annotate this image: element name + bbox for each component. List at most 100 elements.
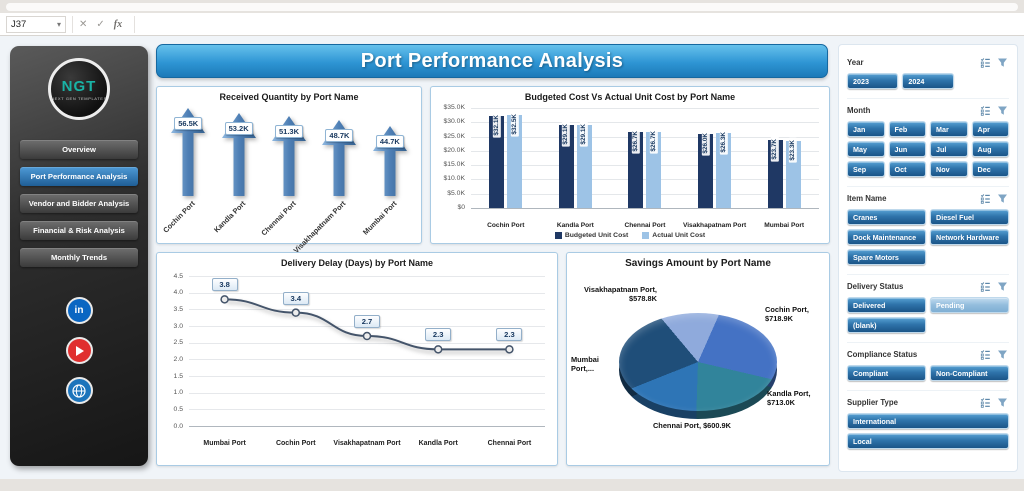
youtube-icon[interactable] xyxy=(65,337,93,364)
sidebar-item-overview[interactable]: Overview xyxy=(20,140,138,159)
bar-data-label: $23.3K xyxy=(789,138,798,164)
slicer-icons xyxy=(980,57,1009,69)
slicer-button-pending[interactable]: Pending xyxy=(930,297,1009,313)
slicer-button-feb[interactable]: Feb xyxy=(888,121,926,137)
slicer-header: Item Name xyxy=(847,192,1009,205)
multiselect-icon[interactable] xyxy=(980,193,992,205)
category-label: Visakhapatnam Port xyxy=(333,440,401,447)
slicer-button-oct[interactable]: Oct xyxy=(888,161,926,177)
line-plot xyxy=(189,276,545,431)
slicer-title: Year xyxy=(847,58,864,67)
slicer-icons xyxy=(980,193,1009,205)
clear-filter-icon[interactable] xyxy=(997,281,1009,293)
slicer-button-may[interactable]: May xyxy=(847,141,885,157)
slicer-button-mar[interactable]: Mar xyxy=(930,121,968,137)
actual-bar: $26.3K xyxy=(716,129,732,208)
slicer-button-delivered[interactable]: Delivered xyxy=(847,297,926,313)
multiselect-icon[interactable] xyxy=(980,105,992,117)
namebox-dropdown-icon[interactable]: ▾ xyxy=(56,19,61,29)
actual-bar: $32.5K xyxy=(507,112,523,208)
delivery-delay-chart: Delivery Delay (Days) by Port Name 4.5 4.… xyxy=(156,252,558,466)
logo-tagline: NEXT GEN TEMPLATES xyxy=(51,95,107,101)
multiselect-icon[interactable] xyxy=(980,57,992,69)
bar-data-label: $32.5K xyxy=(510,112,519,137)
slicer-button-jul[interactable]: Jul xyxy=(930,141,968,157)
gridline xyxy=(189,309,545,311)
data-label: 44.7K xyxy=(375,135,404,148)
slicer-button-spare-motors[interactable]: Spare Motors xyxy=(847,249,926,265)
gridline xyxy=(471,208,819,209)
data-label: 53.2K xyxy=(224,122,253,135)
data-label: 3.4 xyxy=(282,291,309,305)
arrow-area: 48.7K xyxy=(314,104,364,196)
clear-filter-icon[interactable] xyxy=(997,105,1009,117)
clear-filter-icon[interactable] xyxy=(997,193,1009,205)
data-label: 2.7 xyxy=(354,315,380,328)
clear-filter-icon[interactable] xyxy=(997,349,1009,361)
slicer-button-2024[interactable]: 2024 xyxy=(902,73,954,89)
enter-icon[interactable]: ✓ xyxy=(96,18,105,30)
budgeted-bar: $26.0K xyxy=(698,130,714,208)
globe-icon[interactable] xyxy=(65,377,93,404)
category-label: Cochin Port xyxy=(275,440,316,447)
slicer-header: Compliance Status xyxy=(847,348,1009,361)
sidebar-item-vendor-and-bidder-analysis[interactable]: Vendor and Bidder Analysis xyxy=(20,194,138,213)
clear-filter-icon[interactable] xyxy=(997,397,1009,409)
name-box[interactable]: J37 ▾ xyxy=(6,15,66,33)
y-axis-label: 0.5 xyxy=(173,405,183,413)
linkedin-icon[interactable]: in xyxy=(65,297,93,324)
social-links: in xyxy=(65,297,93,404)
logo-text: NGT xyxy=(61,77,97,95)
cancel-icon[interactable]: ✕ xyxy=(79,18,88,30)
sidebar-item-port-performance-analysis[interactable]: Port Performance Analysis xyxy=(20,167,138,186)
slicer-buttons: Jan Feb Mar Apr May Jun Jul Aug Sep Oct Nov Dec xyxy=(847,121,1009,177)
slicer-button-jan[interactable]: Jan xyxy=(847,121,885,137)
pie-slice-label: Chennai Port, $600.9K xyxy=(652,421,732,430)
delay-xlabels: Mumbai Port Cochin Port Visakhapatnam Port… xyxy=(189,440,545,447)
bar-data-label: $32.1K xyxy=(492,113,501,138)
clear-filter-icon[interactable] xyxy=(997,57,1009,69)
bar-data-label: $26.7K xyxy=(632,128,640,154)
slicer-button-cranes[interactable]: Cranes xyxy=(847,209,926,225)
gridline xyxy=(471,122,819,124)
y-axis-label: $35.0K xyxy=(443,104,465,111)
slicer-icons xyxy=(980,281,1009,293)
arrow-marker: 53.2K Kandla Port xyxy=(212,104,263,240)
slicer-title: Supplier Type xyxy=(847,398,898,407)
slicer-button-nov[interactable]: Nov xyxy=(930,161,968,177)
slicer-button-apr[interactable]: Apr xyxy=(971,121,1009,137)
slicer-button-jun[interactable]: Jun xyxy=(888,141,926,157)
gridline xyxy=(471,150,819,152)
multiselect-icon[interactable] xyxy=(980,397,992,409)
slicer-button-network-hardware[interactable]: Network Hardware xyxy=(930,229,1009,245)
multiselect-icon[interactable] xyxy=(980,349,992,361)
slicer-button-dec[interactable]: Dec xyxy=(971,161,1009,177)
slicer-button-non-compliant[interactable]: Non-Compliant xyxy=(930,365,1009,381)
formula-input[interactable] xyxy=(134,15,1018,33)
sidebar-item-financial-risk-analysis[interactable]: Financial & Risk Analysis xyxy=(20,221,138,240)
slicer-button-sep[interactable]: Sep xyxy=(847,161,885,177)
slicer-button-compliant[interactable]: Compliant xyxy=(847,365,926,381)
y-axis-label: 2.0 xyxy=(173,355,183,363)
slicer-button-aug[interactable]: Aug xyxy=(971,141,1009,157)
sidebar: NGT NEXT GEN TEMPLATES Overview Port Perf… xyxy=(10,46,148,466)
gridline xyxy=(471,165,819,167)
slicer-button-2023[interactable]: 2023 xyxy=(847,73,899,89)
slicer-button-local[interactable]: Local xyxy=(847,433,1009,449)
y-axis-label: $5.0K xyxy=(447,189,465,197)
sidebar-item-monthly-trends[interactable]: Monthly Trends xyxy=(20,248,138,267)
budget-vs-actual-chart: Budgeted Cost Vs Actual Unit Cost by Por… xyxy=(430,86,830,244)
budget-body: $35.0K $30.0K $25.0K $20.0K $15.0K $10.0K $5.0… xyxy=(433,104,821,220)
insert-function-icon[interactable]: fx xyxy=(113,18,123,30)
slicer-button-international[interactable]: International xyxy=(847,413,1009,429)
slicer-button-dock-maintenance[interactable]: Dock Maintenance xyxy=(847,229,926,245)
slicer-button-blank[interactable]: (blank) xyxy=(847,317,926,333)
category-area: Kandla Port xyxy=(212,196,263,240)
category-label: Mumbai Port xyxy=(764,222,805,229)
multiselect-icon[interactable] xyxy=(980,281,992,293)
slicer-button-diesel-fuel[interactable]: Diesel Fuel xyxy=(930,209,1009,225)
gridline xyxy=(189,409,545,411)
budgeted-bar: $26.7K xyxy=(628,128,644,208)
category-label: Visakhapatnam Port xyxy=(682,222,747,229)
slicer-icons xyxy=(980,105,1009,117)
